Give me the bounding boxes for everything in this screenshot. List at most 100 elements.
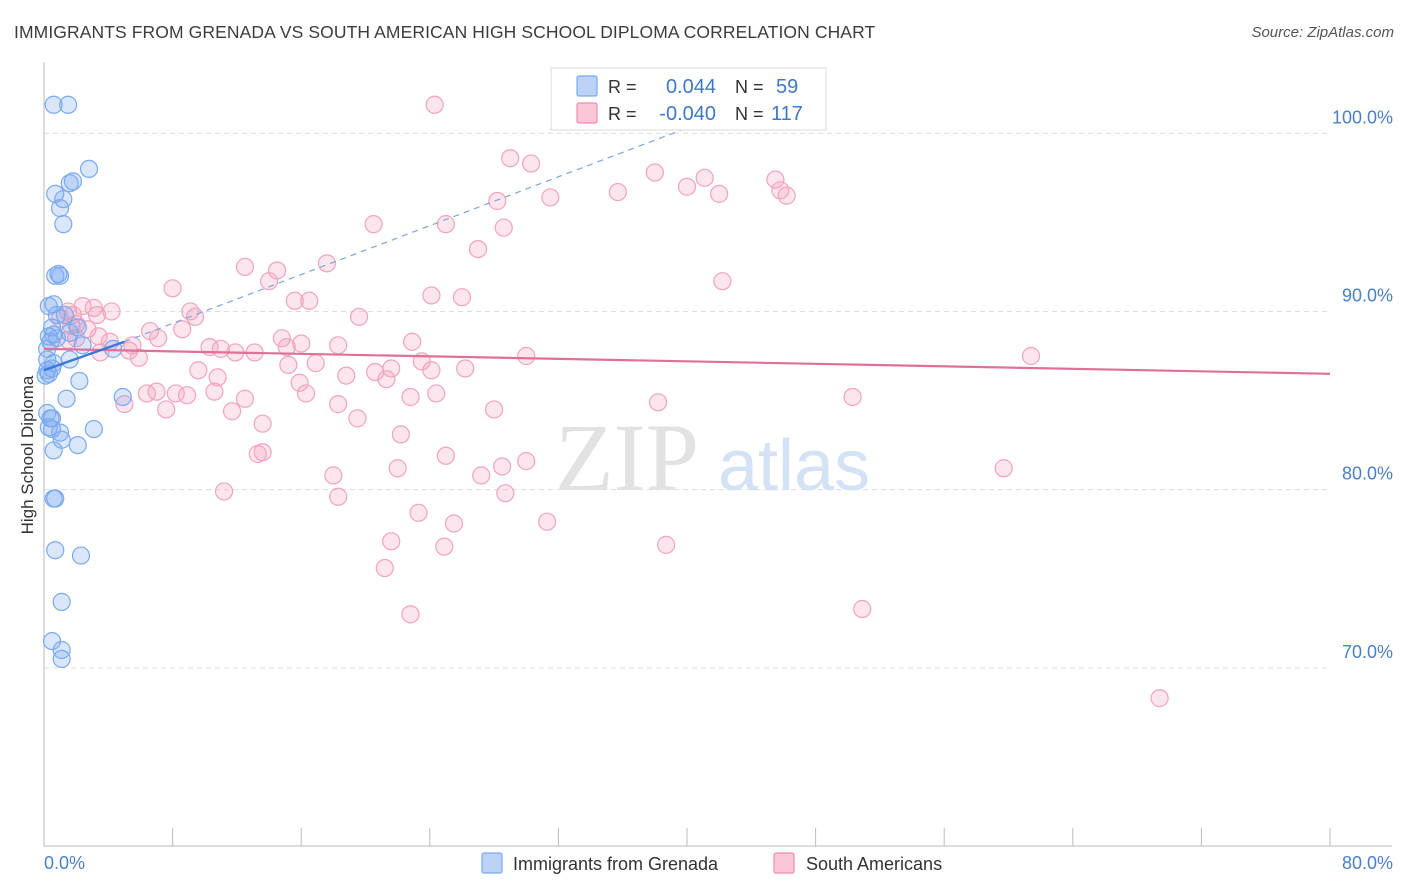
y-axis-label: High School Diploma xyxy=(18,375,37,534)
south-americans-point xyxy=(377,370,396,389)
legend-r-value: -0.040 xyxy=(659,103,716,125)
grenada-point xyxy=(84,419,103,439)
south-americans-points xyxy=(50,95,1169,708)
south-americans-point xyxy=(147,382,166,401)
south-americans-point xyxy=(677,177,697,196)
south-americans-point xyxy=(501,149,520,168)
y-tick-labels: 70.0% 80.0% 90.0% 100.0% xyxy=(1332,107,1393,662)
south-americans-point xyxy=(456,359,475,378)
grenada-point xyxy=(73,336,92,355)
south-americans-point xyxy=(189,361,208,380)
south-americans-point xyxy=(695,168,714,187)
south-americans-point xyxy=(89,327,108,346)
grenada-point xyxy=(71,546,91,565)
south-americans-point xyxy=(324,466,343,485)
south-americans-point xyxy=(494,218,513,237)
south-americans-point xyxy=(538,512,557,531)
south-americans-point xyxy=(329,395,348,414)
south-americans-point xyxy=(329,336,348,355)
south-americans-point xyxy=(364,215,383,234)
south-americans-point xyxy=(517,452,536,471)
south-americans-point xyxy=(157,400,176,419)
y-tick-label: 90.0% xyxy=(1342,285,1393,305)
south-americans-point xyxy=(149,329,168,348)
y-tick-label: 80.0% xyxy=(1342,464,1393,484)
source-label: Source: ZipAtlas.com xyxy=(1251,24,1394,41)
south-americans-point xyxy=(272,329,292,348)
axes xyxy=(43,62,1392,847)
grenada-point xyxy=(44,295,63,314)
south-americans-point xyxy=(296,384,316,403)
series-legend-swatch-pink xyxy=(773,852,795,874)
south-americans-point xyxy=(166,384,185,403)
legend-n-label: N = xyxy=(735,104,764,124)
grenada-point xyxy=(63,172,83,191)
south-americans-point xyxy=(292,334,311,353)
series-legend-label: Immigrants from Grenada xyxy=(513,854,719,874)
south-americans-point xyxy=(608,182,627,202)
series-legend-label: South Americans xyxy=(806,854,942,874)
grenada-point xyxy=(50,266,70,285)
south-americans-point xyxy=(253,443,272,462)
grenada-point xyxy=(46,489,65,508)
legend-swatch-pink xyxy=(576,102,598,124)
south-americans-point xyxy=(468,239,488,259)
south-americans-point xyxy=(235,389,255,408)
grenada-point xyxy=(44,441,63,460)
grenada-point xyxy=(46,541,65,560)
watermark-atlas: atlas xyxy=(718,426,870,506)
south-americans-point xyxy=(493,457,512,476)
south-americans-point xyxy=(401,605,420,624)
trend-lines xyxy=(43,127,1331,375)
south-americans-point xyxy=(496,484,515,503)
south-americans-trend-line xyxy=(43,347,1331,375)
south-americans-point xyxy=(1021,346,1041,366)
south-americans-point xyxy=(214,482,234,501)
south-americans-point xyxy=(205,382,224,401)
south-americans-point xyxy=(422,286,441,305)
south-americans-point xyxy=(163,279,182,298)
grenada-point xyxy=(60,174,79,193)
south-americans-point xyxy=(472,466,491,485)
south-americans-point xyxy=(279,355,298,375)
grenada-points xyxy=(36,95,132,669)
south-americans-point xyxy=(329,487,348,506)
south-americans-point xyxy=(181,302,200,321)
south-americans-point xyxy=(444,514,464,533)
grenada-point xyxy=(79,159,99,179)
south-americans-point xyxy=(452,288,472,307)
south-americans-point xyxy=(375,558,394,578)
grenada-point xyxy=(46,266,65,285)
south-americans-point xyxy=(290,373,309,392)
south-americans-point xyxy=(713,272,732,291)
south-americans-point xyxy=(436,215,455,234)
south-americans-point xyxy=(366,362,385,382)
south-americans-point xyxy=(388,459,407,478)
south-americans-point xyxy=(541,188,560,207)
south-americans-point xyxy=(485,400,504,419)
south-americans-point xyxy=(488,191,507,211)
grenada-point xyxy=(59,95,78,114)
x-tick-label: 80.0% xyxy=(1342,853,1393,873)
south-americans-point xyxy=(87,305,107,325)
watermark: ZIP atlas xyxy=(555,404,870,511)
south-americans-point xyxy=(382,532,401,551)
south-americans-point xyxy=(173,320,192,339)
south-americans-point xyxy=(115,395,134,414)
legend-n-value: 59 xyxy=(776,76,798,98)
south-americans-point xyxy=(285,291,304,310)
grenada-point xyxy=(113,387,132,407)
south-americans-point xyxy=(401,387,420,407)
south-americans-point xyxy=(645,163,664,182)
south-americans-point xyxy=(853,599,872,619)
y-tick-label: 100.0% xyxy=(1332,107,1393,127)
grenada-point xyxy=(52,649,71,669)
south-americans-point xyxy=(348,409,367,428)
south-americans-point xyxy=(409,503,428,522)
south-americans-point xyxy=(391,425,410,444)
series-legend-swatch-blue xyxy=(481,852,503,874)
x-tick-labels: 0.0% 80.0% xyxy=(44,853,1393,873)
south-americans-point xyxy=(521,154,541,173)
south-americans-point xyxy=(222,402,242,421)
